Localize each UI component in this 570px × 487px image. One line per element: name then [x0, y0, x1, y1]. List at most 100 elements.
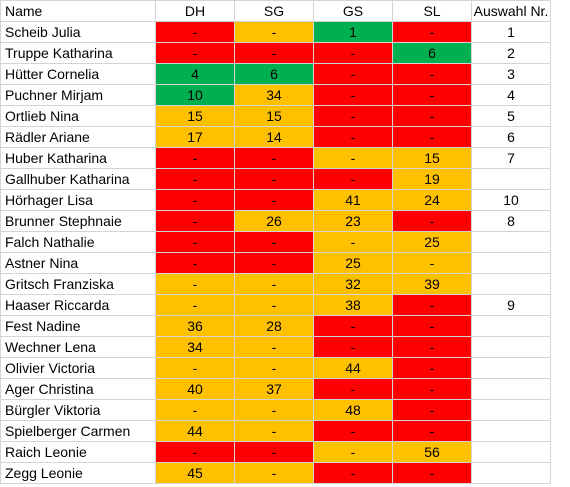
cell-dh[interactable]: 10: [155, 84, 235, 106]
cell-sl[interactable]: 6: [392, 42, 472, 64]
cell-sg[interactable]: 6: [234, 63, 314, 85]
cell-sg[interactable]: -: [234, 42, 314, 64]
cell-auswahl[interactable]: 6: [471, 126, 551, 148]
cell-sg[interactable]: -: [234, 441, 314, 463]
cell-auswahl[interactable]: [471, 252, 551, 274]
cell-sl[interactable]: -: [392, 357, 472, 379]
cell-auswahl[interactable]: [471, 441, 551, 463]
cell-sg[interactable]: -: [234, 189, 314, 211]
cell-sg[interactable]: 15: [234, 105, 314, 127]
cell-gs[interactable]: -: [313, 63, 393, 85]
cell-sg[interactable]: -: [234, 147, 314, 169]
cell-name[interactable]: Olivier Victoria: [0, 357, 156, 379]
cell-gs[interactable]: 44: [313, 357, 393, 379]
cell-gs[interactable]: -: [313, 231, 393, 253]
header-cell-sg[interactable]: SG: [234, 0, 314, 22]
cell-sg[interactable]: 14: [234, 126, 314, 148]
cell-gs[interactable]: 23: [313, 210, 393, 232]
cell-sl[interactable]: -: [392, 336, 472, 358]
cell-dh[interactable]: -: [155, 441, 235, 463]
cell-gs[interactable]: 32: [313, 273, 393, 295]
cell-dh[interactable]: 40: [155, 378, 235, 400]
cell-sl[interactable]: -: [392, 462, 472, 484]
cell-auswahl[interactable]: 2: [471, 42, 551, 64]
cell-gs[interactable]: -: [313, 420, 393, 442]
header-cell-dh[interactable]: DH: [155, 0, 235, 22]
cell-dh[interactable]: -: [155, 210, 235, 232]
cell-dh[interactable]: -: [155, 231, 235, 253]
cell-sl[interactable]: 39: [392, 273, 472, 295]
cell-name[interactable]: Ortlieb Nina: [0, 105, 156, 127]
cell-name[interactable]: Brunner Stephnaie: [0, 210, 156, 232]
cell-dh[interactable]: -: [155, 168, 235, 190]
cell-sl[interactable]: -: [392, 294, 472, 316]
cell-gs[interactable]: -: [313, 42, 393, 64]
cell-auswahl[interactable]: [471, 315, 551, 337]
header-cell-sl[interactable]: SL: [392, 0, 472, 22]
cell-sg[interactable]: 34: [234, 84, 314, 106]
cell-dh[interactable]: -: [155, 147, 235, 169]
cell-gs[interactable]: 48: [313, 399, 393, 421]
cell-sg[interactable]: -: [234, 399, 314, 421]
cell-sg[interactable]: -: [234, 231, 314, 253]
cell-gs[interactable]: -: [313, 441, 393, 463]
cell-auswahl[interactable]: 7: [471, 147, 551, 169]
cell-sl[interactable]: -: [392, 21, 472, 43]
cell-sl[interactable]: -: [392, 315, 472, 337]
cell-gs[interactable]: -: [313, 168, 393, 190]
cell-sg[interactable]: 28: [234, 315, 314, 337]
cell-name[interactable]: Ager Christina: [0, 378, 156, 400]
cell-dh[interactable]: -: [155, 42, 235, 64]
cell-gs[interactable]: 25: [313, 252, 393, 274]
cell-sl[interactable]: 25: [392, 231, 472, 253]
cell-gs[interactable]: -: [313, 336, 393, 358]
cell-name[interactable]: Huber Katharina: [0, 147, 156, 169]
cell-gs[interactable]: 38: [313, 294, 393, 316]
cell-dh[interactable]: -: [155, 399, 235, 421]
cell-sl[interactable]: -: [392, 420, 472, 442]
cell-auswahl[interactable]: 4: [471, 84, 551, 106]
cell-name[interactable]: Falch Nathalie: [0, 231, 156, 253]
cell-dh[interactable]: 44: [155, 420, 235, 442]
cell-name[interactable]: Astner Nina: [0, 252, 156, 274]
cell-name[interactable]: Zegg Leonie: [0, 462, 156, 484]
cell-dh[interactable]: 17: [155, 126, 235, 148]
cell-auswahl[interactable]: [471, 462, 551, 484]
cell-dh[interactable]: -: [155, 273, 235, 295]
cell-gs[interactable]: -: [313, 147, 393, 169]
cell-auswahl[interactable]: [471, 231, 551, 253]
cell-dh[interactable]: 45: [155, 462, 235, 484]
cell-gs[interactable]: 41: [313, 189, 393, 211]
cell-auswahl[interactable]: [471, 420, 551, 442]
cell-gs[interactable]: 1: [313, 21, 393, 43]
cell-auswahl[interactable]: 5: [471, 105, 551, 127]
cell-auswahl[interactable]: [471, 399, 551, 421]
cell-auswahl[interactable]: 9: [471, 294, 551, 316]
cell-auswahl[interactable]: [471, 336, 551, 358]
header-cell-auswahl[interactable]: Auswahl Nr.: [471, 0, 551, 22]
cell-sl[interactable]: 19: [392, 168, 472, 190]
cell-sg[interactable]: -: [234, 294, 314, 316]
cell-name[interactable]: Hörhager Lisa: [0, 189, 156, 211]
cell-name[interactable]: Fest Nadine: [0, 315, 156, 337]
cell-sl[interactable]: -: [392, 84, 472, 106]
cell-name[interactable]: Puchner Mirjam: [0, 84, 156, 106]
cell-dh[interactable]: 4: [155, 63, 235, 85]
cell-sg[interactable]: 26: [234, 210, 314, 232]
cell-dh[interactable]: -: [155, 252, 235, 274]
cell-sg[interactable]: -: [234, 168, 314, 190]
cell-gs[interactable]: -: [313, 126, 393, 148]
cell-auswahl[interactable]: [471, 357, 551, 379]
cell-dh[interactable]: 36: [155, 315, 235, 337]
cell-name[interactable]: Truppe Katharina: [0, 42, 156, 64]
cell-dh[interactable]: -: [155, 21, 235, 43]
cell-sl[interactable]: -: [392, 210, 472, 232]
cell-auswahl[interactable]: [471, 378, 551, 400]
cell-name[interactable]: Raich Leonie: [0, 441, 156, 463]
cell-auswahl[interactable]: 1: [471, 21, 551, 43]
header-cell-gs[interactable]: GS: [313, 0, 393, 22]
cell-sg[interactable]: -: [234, 273, 314, 295]
cell-dh[interactable]: -: [155, 357, 235, 379]
cell-dh[interactable]: 15: [155, 105, 235, 127]
cell-gs[interactable]: -: [313, 462, 393, 484]
